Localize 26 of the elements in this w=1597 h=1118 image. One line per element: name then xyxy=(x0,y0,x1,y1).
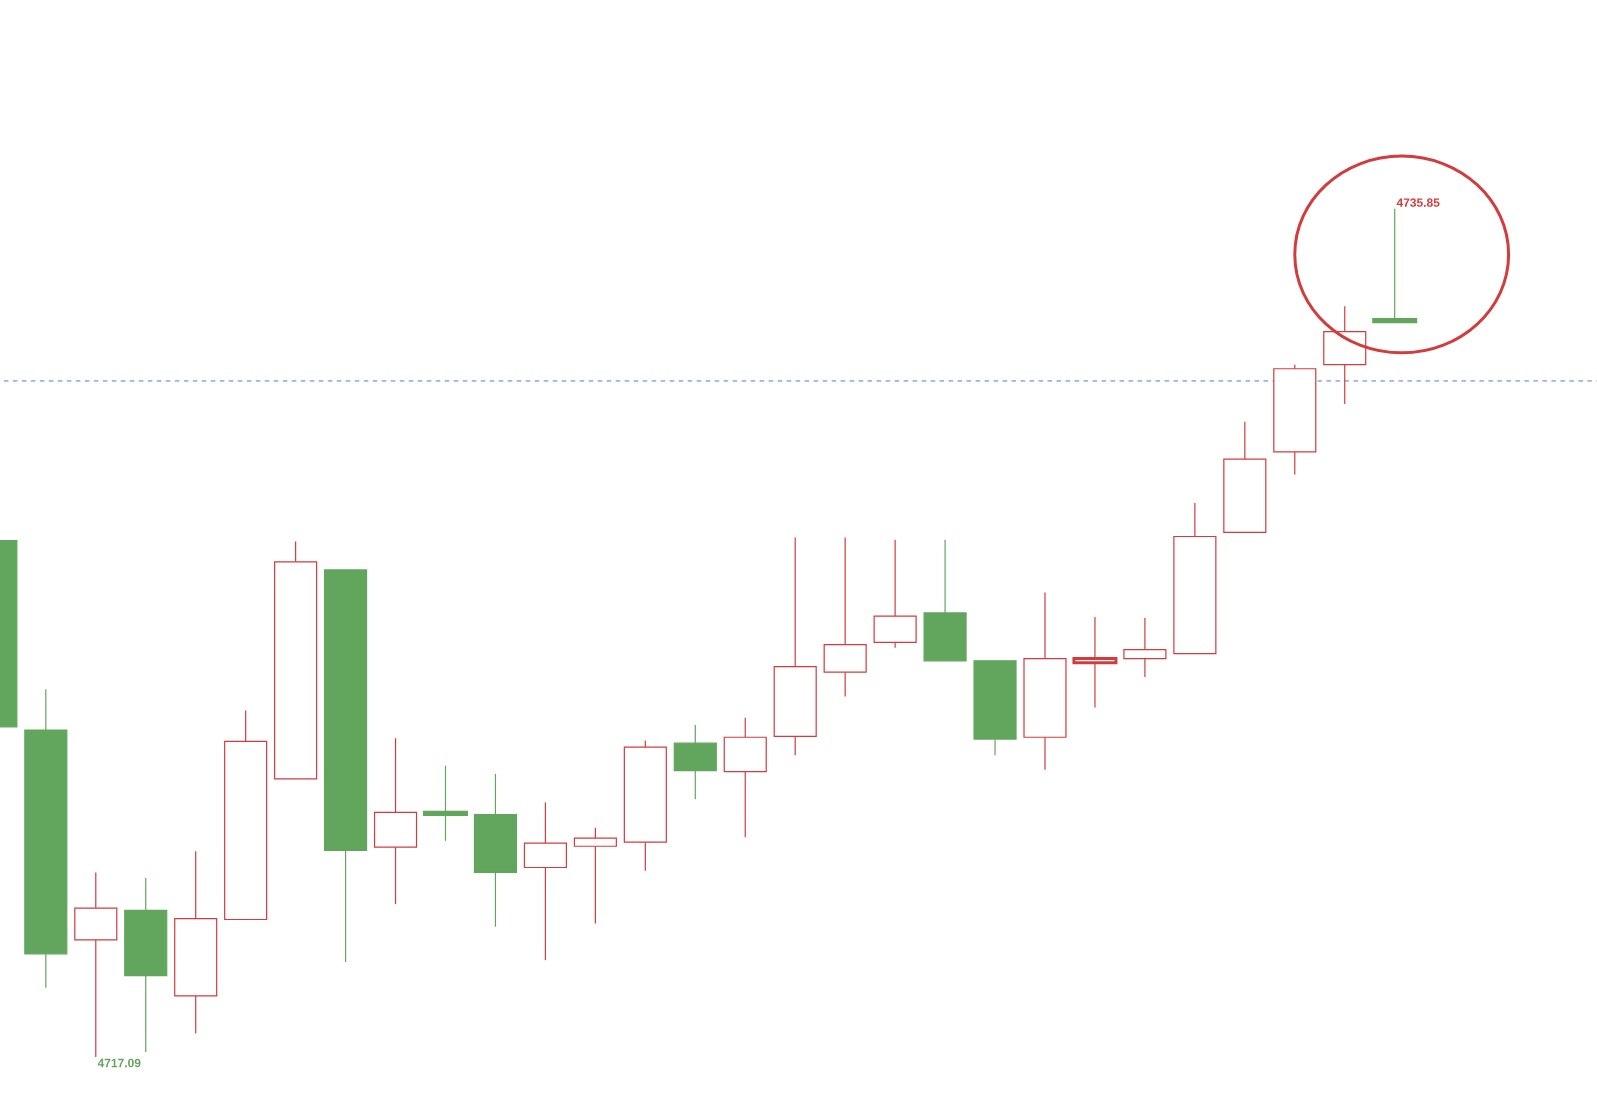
candlestick xyxy=(673,724,717,800)
candlestick xyxy=(773,536,817,756)
text: 4735.85 xyxy=(1396,198,1440,207)
candlestick xyxy=(973,660,1017,756)
candlestick xyxy=(523,801,567,961)
candlestick xyxy=(823,536,867,698)
text: 4717.09 xyxy=(97,1058,141,1068)
candlestick xyxy=(1223,421,1267,533)
candlestick xyxy=(1372,208,1418,324)
candlestick xyxy=(723,717,767,838)
candlestick xyxy=(873,539,917,649)
candlestick xyxy=(174,850,218,1035)
candlestick xyxy=(323,569,368,963)
candlestick xyxy=(423,765,468,842)
candlestick xyxy=(1173,502,1217,655)
candlestick xyxy=(74,871,118,1058)
candlestick xyxy=(373,737,418,905)
candlestick xyxy=(124,877,168,1053)
candlestick xyxy=(1123,617,1167,678)
candlestick xyxy=(24,688,68,989)
candlestick xyxy=(473,773,518,928)
candlestick xyxy=(1072,616,1118,708)
candlestick xyxy=(224,709,268,921)
candlestick xyxy=(923,539,967,662)
candlestick xyxy=(274,540,318,780)
candlestick xyxy=(1023,591,1067,771)
